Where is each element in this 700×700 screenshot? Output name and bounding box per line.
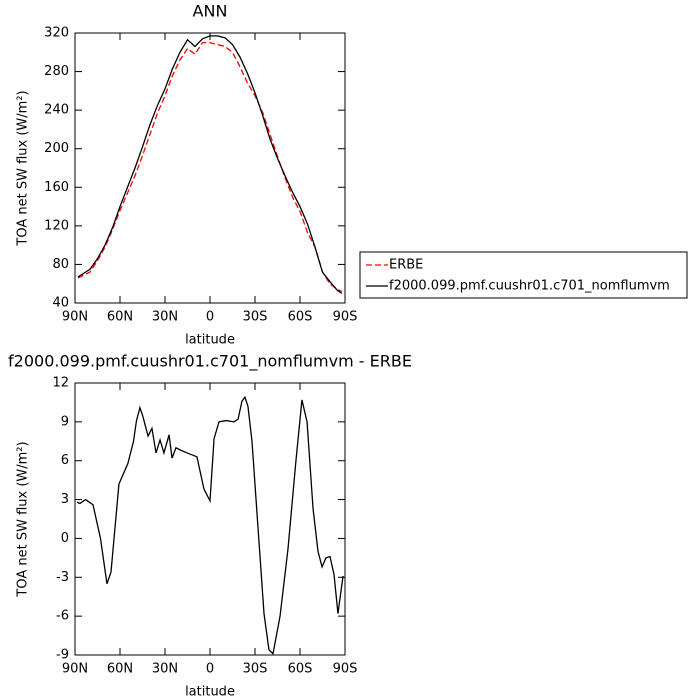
x-tick-label: 90N bbox=[62, 662, 88, 677]
x-tick-label: 30N bbox=[152, 310, 178, 325]
y-tick-label: 12 bbox=[52, 376, 69, 391]
legend-label: f2000.099.pmf.cuushr01.c701_nomflumvm bbox=[389, 279, 670, 294]
y-tick-label: 120 bbox=[44, 218, 69, 233]
x-tick-label: 30N bbox=[152, 662, 178, 677]
y-tick-label: 160 bbox=[44, 180, 69, 195]
x-tick-label: 30S bbox=[243, 310, 268, 325]
y-axis-label: TOA net SW flux (W/m²) bbox=[16, 441, 31, 597]
y-tick-label: 280 bbox=[44, 64, 69, 79]
x-tick-label: 30S bbox=[243, 662, 268, 677]
y-tick-label: 80 bbox=[52, 257, 69, 272]
chart-title: f2000.099.pmf.cuushr01.c701_nomflumvm - … bbox=[8, 352, 412, 372]
series-line bbox=[77, 35, 343, 294]
x-tick-label: 60N bbox=[107, 310, 133, 325]
x-tick-label: 60S bbox=[288, 662, 313, 677]
y-tick-label: -3 bbox=[56, 570, 69, 585]
legend-box bbox=[359, 251, 688, 299]
y-tick-label: 320 bbox=[44, 26, 69, 41]
series-line bbox=[76, 395, 344, 655]
x-axis-label: latitude bbox=[185, 685, 235, 700]
plot-frame bbox=[74, 32, 346, 304]
y-tick-label: 9 bbox=[61, 414, 69, 429]
x-axis-label: latitude bbox=[185, 333, 235, 348]
y-axis-label: TOA net SW flux (W/m²) bbox=[16, 90, 31, 246]
x-tick-label: 90S bbox=[333, 310, 358, 325]
y-tick-label: 200 bbox=[44, 141, 69, 156]
y-tick-label: 3 bbox=[61, 492, 69, 507]
x-tick-label: 0 bbox=[206, 310, 214, 325]
plot-frame bbox=[74, 382, 346, 656]
x-tick-label: 60S bbox=[288, 310, 313, 325]
x-tick-label: 90S bbox=[333, 662, 358, 677]
legend-label: ERBE bbox=[389, 258, 423, 273]
y-tick-label: 0 bbox=[61, 531, 69, 546]
chart-title: ANN bbox=[193, 2, 228, 21]
series-line bbox=[77, 41, 343, 293]
y-tick-label: 240 bbox=[44, 103, 69, 118]
x-tick-label: 0 bbox=[206, 662, 214, 677]
y-tick-label: -9 bbox=[56, 648, 69, 663]
y-tick-label: 6 bbox=[61, 453, 69, 468]
y-tick-label: -6 bbox=[56, 609, 69, 624]
x-tick-label: 60N bbox=[107, 662, 133, 677]
y-tick-label: 40 bbox=[52, 296, 69, 311]
x-tick-label: 90N bbox=[62, 310, 88, 325]
